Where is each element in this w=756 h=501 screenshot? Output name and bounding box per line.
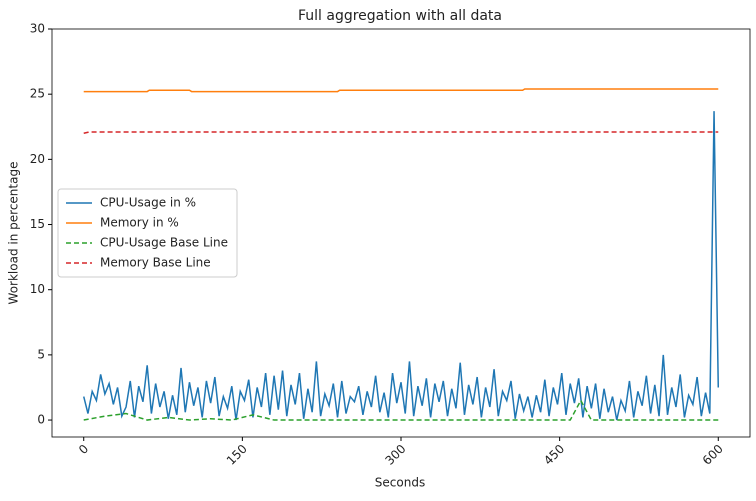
chart-title: Full aggregation with all data [298,8,502,24]
legend-label: CPU-Usage in % [100,196,196,210]
y-tick-label: 20 [30,152,45,166]
series-line [83,88,719,93]
y-tick-label: 0 [37,413,45,427]
x-tick-label: 0 [76,442,91,457]
y-tick-label: 5 [37,347,45,361]
y-tick-label: 10 [30,282,45,296]
x-tick-label: 450 [541,442,567,468]
x-tick-label: 150 [224,442,250,468]
series-line [83,398,719,421]
x-tick-label: 600 [700,442,726,468]
legend-label: Memory in % [100,216,179,230]
y-tick-label: 15 [30,217,45,231]
series-line [83,111,720,421]
x-axis-label: Seconds [375,476,425,490]
legend-label: Memory Base Line [100,256,211,270]
legend-label: CPU-Usage Base Line [100,236,228,250]
legend-box [57,188,238,278]
y-axis-label: Workload in percentage [7,162,21,305]
series-line [83,131,719,135]
x-tick-label: 300 [382,442,408,468]
y-tick-label: 30 [30,22,45,36]
legend: CPU-Usage in % Memory in % CPU-Usage Base … [57,188,238,278]
y-tick-label: 25 [30,87,45,101]
